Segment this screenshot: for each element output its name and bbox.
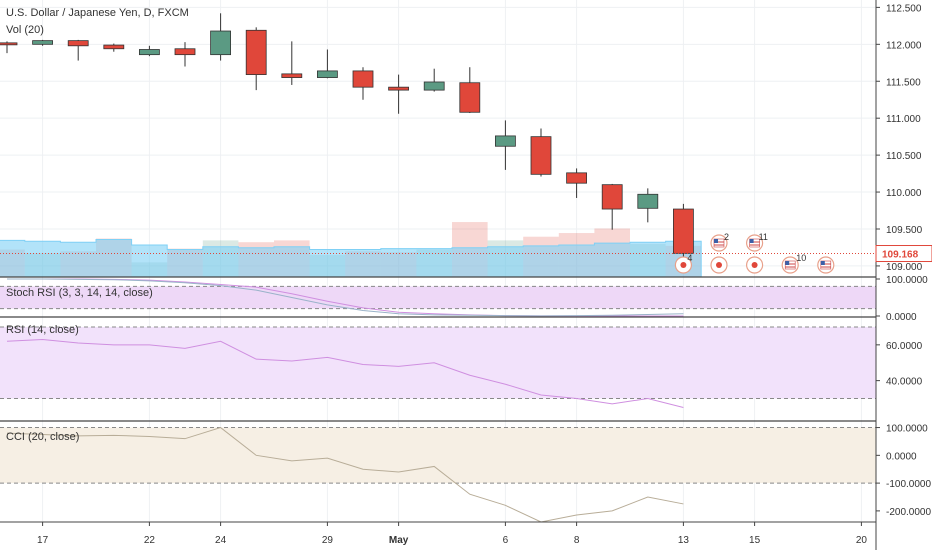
event-marker-flag: [781, 256, 799, 274]
cci-axis-tick-label: -100.0000: [886, 479, 931, 490]
candle-body: [103, 44, 125, 50]
price-axis-tick-label: 112.000: [886, 40, 922, 51]
candle-body: [673, 208, 694, 254]
rsi-axis-tick-label: 40.0000: [886, 377, 923, 388]
volume-label: Vol (20): [6, 24, 44, 36]
rsi-axis-tick-label: 60.0000: [886, 341, 923, 352]
x-axis-tick-label: 20: [856, 535, 868, 546]
last-price-tag-box: [875, 245, 932, 263]
event-count-label: 2: [724, 232, 729, 242]
candle-body: [245, 29, 267, 76]
candle-body: [530, 136, 552, 175]
cci-axis-tick-label: 100.0000: [886, 424, 928, 435]
candle-body: [566, 172, 587, 184]
price-axis-tick-label: 110.000: [886, 188, 922, 199]
cci-line: [6, 427, 684, 523]
x-axis-tick-label: 17: [37, 535, 49, 546]
event-marker-flag: [817, 256, 835, 274]
grid-layer: [0, 0, 876, 522]
flag-canton: [785, 261, 790, 265]
rsi-label: RSI (14, close): [6, 324, 79, 336]
candle-body: [210, 30, 232, 56]
stoch-rsi-band: [0, 286, 876, 309]
candle-body: [0, 42, 18, 46]
event-marker: [674, 256, 693, 274]
event-marker-flag: [710, 234, 728, 252]
rsi-band: [0, 326, 876, 399]
candle-body: [32, 40, 53, 45]
cci-label: CCI (20, close): [6, 431, 79, 443]
price-axis-tick-label: 109.000: [886, 262, 923, 273]
x-axis-tick-label: May: [389, 535, 409, 546]
last-price-tag-label: 109.168: [882, 250, 919, 261]
x-axis-tick-label: 22: [144, 535, 156, 546]
candle-body: [352, 70, 374, 88]
volume-moving-average: [0, 238, 702, 278]
indicator-bands: [0, 285, 876, 484]
x-axis-tick-label: 24: [215, 535, 227, 546]
price-axis-tick-label: 110.500: [886, 151, 922, 162]
candle-body: [637, 193, 659, 209]
chart-title: U.S. Dollar / Japanese Yen, D, FXCM: [6, 7, 189, 19]
event-count-label: 11: [759, 232, 768, 242]
stoch-rsi-label: Stoch RSI (3, 3, 14, 14, close): [6, 287, 153, 299]
x-axis-tick-label: 8: [574, 535, 580, 546]
candle-body: [67, 40, 89, 47]
cci-axis-tick-label: 0.0000: [886, 451, 917, 462]
event-count-label: 4: [687, 253, 692, 263]
x-axis-tick-label: 13: [678, 535, 690, 546]
rsi-line: [6, 338, 684, 408]
stoch-axis-tick-label: 100.0000: [886, 275, 928, 286]
event-dot: [716, 262, 722, 268]
candle-body: [423, 81, 445, 91]
price-axis-tick-label: 109.500: [886, 225, 923, 236]
indicator-lines: [6, 278, 684, 523]
event-marker: [745, 256, 764, 274]
event-marker: [710, 256, 728, 274]
x-axis-tick-label: 6: [503, 535, 509, 546]
event-count-label: 10: [796, 253, 806, 263]
volume-series: [0, 222, 702, 278]
event-dot: [680, 262, 687, 268]
candle-body: [388, 86, 410, 91]
candle-body: [174, 48, 196, 56]
price-axis-tick-label: 111.000: [886, 114, 921, 125]
flag-canton: [714, 239, 718, 243]
price-axis-tick-label: 111.500: [886, 77, 921, 88]
candle-body: [281, 73, 303, 78]
last-price-tag: 109.168: [875, 245, 932, 263]
stoch-rsi-line: [7, 278, 684, 317]
x-axis-tick-label: 29: [322, 535, 334, 546]
candle-body: [494, 135, 516, 147]
flag-canton: [820, 261, 825, 265]
event-dot: [751, 262, 758, 268]
cci-axis-tick-label: -200.0000: [886, 507, 931, 518]
candle-body: [459, 82, 481, 113]
stoch-axis-tick-label: 0.0000: [886, 312, 917, 323]
event-marker-flag: [745, 234, 764, 252]
candle-body: [138, 49, 160, 56]
candle-body: [601, 184, 623, 210]
event-markers: 4 2 11 10: [674, 232, 835, 274]
price-axis-tick-label: 112.500: [886, 3, 922, 14]
candle-body: [316, 70, 338, 78]
flag-canton: [749, 239, 754, 243]
price-candles: [0, 13, 694, 263]
x-axis-tick-label: 15: [749, 535, 761, 546]
